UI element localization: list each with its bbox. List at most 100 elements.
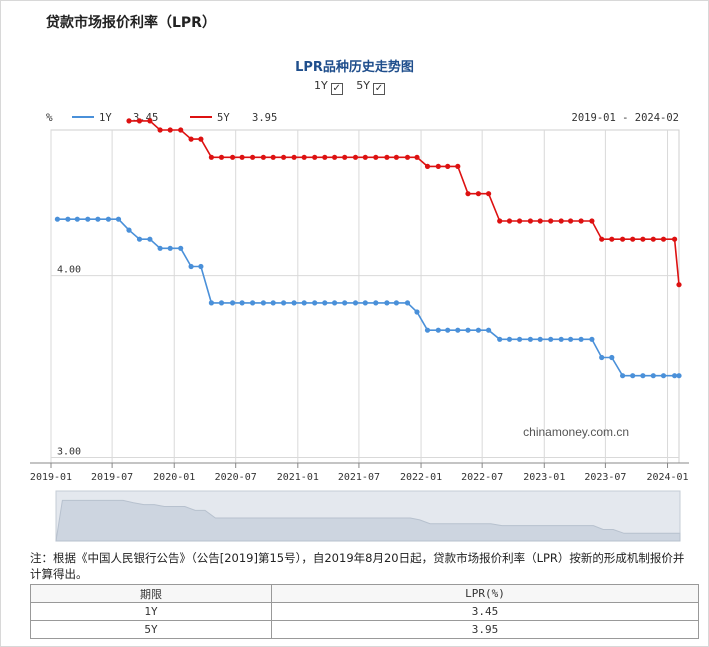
data-point [291,154,297,160]
data-point [147,236,153,242]
toggle-5y-label: 5Y [356,79,370,92]
table-header-row: 期限 LPR(%) [30,584,699,603]
data-point [537,336,543,342]
table-row: 5Y 3.95 [30,620,699,639]
data-point [250,154,256,160]
data-point [455,163,461,169]
data-point [126,118,132,124]
data-point [157,127,163,133]
data-point [414,309,420,315]
data-point [475,327,481,333]
data-point [136,118,143,124]
data-point [486,327,492,333]
data-point [609,354,615,361]
data-point [362,300,368,306]
data-point [281,300,287,306]
data-point [435,163,441,169]
toggle-5y-checkbox[interactable]: ✓ [372,83,385,95]
horizontal-grid [51,275,679,459]
legend-5y-value: 3.95 [252,112,277,124]
data-point [188,136,194,142]
data-point [414,154,420,160]
navigator-overview [55,499,681,542]
legend-1y-value: 3.45 [133,112,158,124]
data-point [676,282,682,288]
data-point [178,245,184,251]
series-1y [54,216,682,379]
x-tick-label: 2024-01 [646,472,688,483]
x-tick-label: 2023-07 [584,472,626,483]
data-point [157,245,163,251]
series-5y [126,118,682,288]
x-tick-label: 2022-07 [461,472,503,483]
data-point [537,218,543,224]
data-point [85,216,91,222]
data-point [620,373,626,379]
y-axis-labels: 4.00 3.00 [57,265,81,458]
data-point [65,216,71,222]
data-point [475,191,481,197]
data-point [650,236,656,242]
series-line-5y [129,120,680,285]
data-point [115,216,122,222]
toggle-1y-checkbox[interactable]: ✓ [330,83,343,95]
table-header-rate: LPR(%) [271,584,699,603]
x-tick-label: 2022-01 [400,472,442,483]
data-point [352,300,359,306]
x-axis-labels: 2019-01 2019-07 2020-01 2020-07 2021-01 2021-… [30,463,689,483]
data-point [342,154,348,160]
data-point [404,300,411,306]
data-point [126,227,132,233]
data-point [558,218,564,224]
data-point [393,154,399,160]
data-point [445,163,451,169]
data-point [230,154,236,160]
data-point [578,336,584,342]
data-point [384,154,390,160]
x-tick-label: 2019-07 [91,472,133,483]
table-cell-rate: 3.45 [271,602,699,621]
x-tick-label: 2021-01 [277,472,319,483]
data-point [95,216,101,222]
legend-1y-name: 1Y [99,112,112,124]
data-point [362,154,368,160]
methodology-note: 注：根据《中国人民银行公告》（公告[2019]第15号），自2019年8月20日… [30,551,685,581]
data-point [404,154,411,160]
data-point [578,218,584,224]
data-point [660,236,667,242]
data-point [445,327,451,333]
data-point [589,218,595,224]
data-point [291,300,297,306]
data-point [198,136,204,142]
series-layer [54,118,682,379]
data-point [270,300,276,306]
data-point [260,300,266,306]
data-point [497,218,503,224]
data-point [208,300,214,306]
y-unit-label: % [46,111,53,124]
data-point [599,236,605,242]
data-point [435,327,441,333]
data-point [384,300,390,306]
watermark-text: chinamoney.com.cn [523,425,629,439]
x-tick-label: 2019-01 [30,472,72,483]
lpr-line-chart[interactable]: % 1Y 3.45 5Y 3.95 2019-01 - 2024-02 4.00… [0,0,709,545]
data-point [599,354,605,361]
page-title: 贷款市场报价利率（LPR） [46,15,216,31]
data-point [332,300,338,306]
data-point [548,218,554,224]
data-point [342,300,348,306]
data-point [54,216,61,222]
toggle-1y-label: 1Y [314,79,328,92]
table-cell-term: 1Y [30,602,272,621]
data-point [312,154,318,160]
data-point [239,300,245,306]
data-point [167,127,173,133]
data-point [465,327,471,333]
data-point [322,300,328,306]
range-navigator[interactable] [55,490,681,542]
data-point [558,336,564,342]
data-point [105,216,111,222]
data-point [527,218,534,224]
table-cell-term: 5Y [30,620,272,639]
